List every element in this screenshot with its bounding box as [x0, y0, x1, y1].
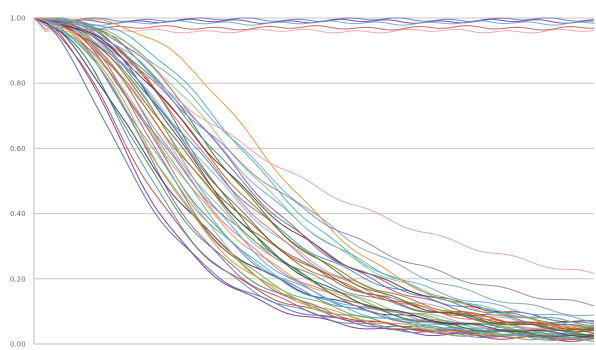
series-line	[33, 17, 595, 338]
series-line	[33, 17, 595, 328]
y-tick-label: 0.20	[10, 275, 26, 283]
y-tick-label: 0.00	[10, 341, 26, 349]
series-layer	[33, 17, 595, 343]
y-tick-label: 1.00	[10, 15, 26, 23]
y-axis-ticks: 1.00 0.80 0.60 0.40 0.20 0.00	[10, 15, 26, 349]
series-line	[33, 17, 595, 274]
series-line	[33, 17, 595, 333]
series-line	[33, 17, 595, 316]
series-line	[33, 17, 595, 336]
y-tick-label: 0.60	[10, 145, 26, 153]
series-line	[33, 17, 595, 337]
series-line-flat	[33, 17, 595, 34]
series-line	[33, 17, 595, 325]
series-line	[33, 17, 595, 323]
series-line	[33, 17, 595, 342]
series-line-flat	[33, 17, 595, 26]
series-line	[34, 17, 595, 328]
series-line	[33, 17, 595, 332]
y-tick-label: 0.40	[10, 210, 26, 218]
series-line	[33, 17, 595, 307]
series-line	[33, 17, 595, 330]
series-line-flat	[33, 17, 594, 31]
y-tick-label: 0.80	[10, 80, 26, 88]
